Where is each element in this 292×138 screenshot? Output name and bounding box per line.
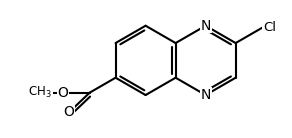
Text: N: N — [200, 19, 211, 33]
Text: N: N — [200, 88, 211, 102]
Text: Cl: Cl — [263, 21, 276, 34]
Text: O: O — [64, 105, 74, 119]
Text: CH$_3$: CH$_3$ — [28, 85, 52, 100]
Text: O: O — [58, 86, 68, 100]
